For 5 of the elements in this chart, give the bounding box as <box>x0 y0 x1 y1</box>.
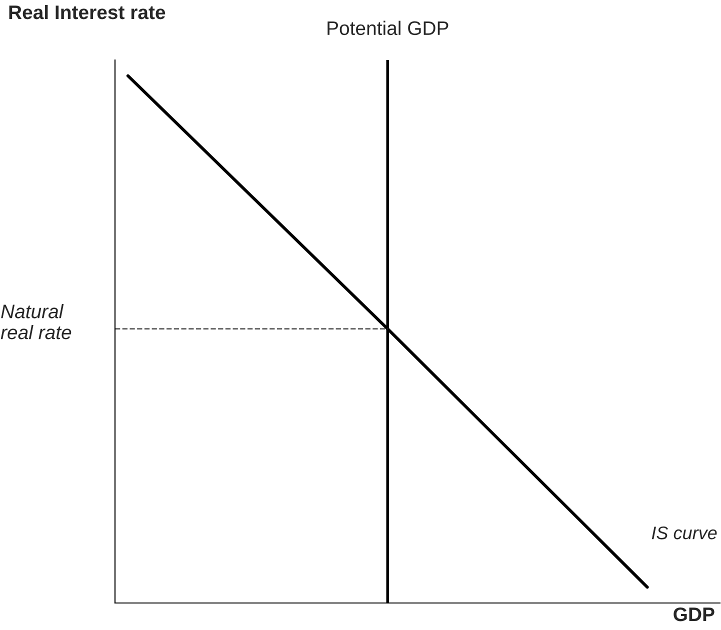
text: Potential GDP <box>328 20 448 36</box>
text: IS curve <box>652 526 717 540</box>
x-axis-title: GDP <box>674 607 714 622</box>
chart-title: Real Interest rate <box>9 4 166 20</box>
ref-line-label: Natural real rate <box>0 304 72 340</box>
